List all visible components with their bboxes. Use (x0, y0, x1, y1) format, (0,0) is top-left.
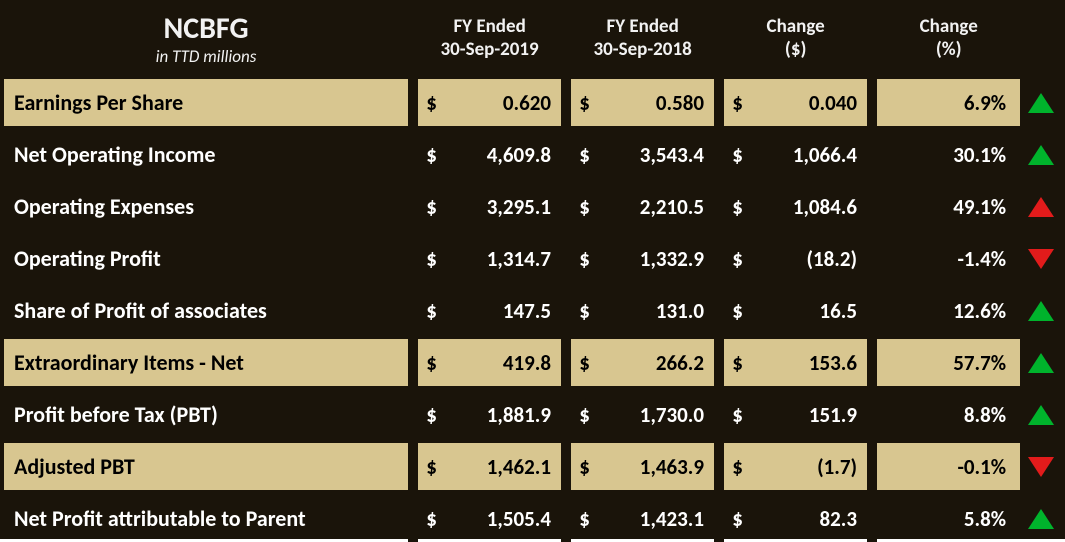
change-dollar-value: $(1.7) (724, 438, 867, 490)
fy2018-value: $0.580 (571, 74, 714, 126)
table-title-cell: NCBFG in TTD millions (4, 4, 408, 74)
change-dollar-value: $82.3 (724, 490, 867, 542)
arrow-up-icon (1028, 197, 1054, 217)
row-label: Net Operating Income (4, 126, 408, 178)
trend-arrow-cell (1020, 438, 1061, 490)
row-label: Extraordinary Items - Net (4, 334, 408, 386)
row-label: Adjusted PBT (4, 438, 408, 490)
arrow-down-icon (1028, 249, 1054, 269)
financial-table-frame: NCBFG in TTD millions FY Ended30-Sep-201… (0, 0, 1065, 539)
trend-arrow-cell (1020, 334, 1061, 386)
row-label: Operating Profit (4, 230, 408, 282)
trend-arrow-cell (1020, 74, 1061, 126)
company-ticker: NCBFG (4, 11, 408, 47)
table-row: Earnings Per Share$0.620$0.580$0.0406.9% (4, 74, 1061, 126)
financial-table: NCBFG in TTD millions FY Ended30-Sep-201… (4, 4, 1061, 542)
table-row: Profit before Tax (PBT)$1,881.9$1,730.0$… (4, 386, 1061, 438)
arrow-up-icon (1028, 93, 1054, 113)
row-label: Profit before Tax (PBT) (4, 386, 408, 438)
row-label: Share of Profit of associates (4, 282, 408, 334)
fy2018-value: $2,210.5 (571, 178, 714, 230)
table-row: Operating Profit$1,314.7$1,332.9$(18.2)-… (4, 230, 1061, 282)
fy2019-value: $147.5 (418, 282, 561, 334)
change-pct-value: 12.6% (877, 282, 1020, 334)
change-dollar-value: $153.6 (724, 334, 867, 386)
table-body: Earnings Per Share$0.620$0.580$0.0406.9%… (4, 74, 1061, 542)
fy2018-value: $266.2 (571, 334, 714, 386)
trend-arrow-cell (1020, 178, 1061, 230)
change-dollar-value: $1,066.4 (724, 126, 867, 178)
table-row: Share of Profit of associates$147.5$131.… (4, 282, 1061, 334)
change-pct-value: 6.9% (877, 74, 1020, 126)
trend-arrow-cell (1020, 126, 1061, 178)
change-pct-value: 57.7% (877, 334, 1020, 386)
change-pct-value: 49.1% (877, 178, 1020, 230)
arrow-up-icon (1028, 353, 1054, 373)
col-header-fy2018: FY Ended30-Sep-2018 (571, 4, 714, 74)
arrow-up-icon (1028, 405, 1054, 425)
fy2018-value: $131.0 (571, 282, 714, 334)
fy2019-value: $1,314.7 (418, 230, 561, 282)
row-label: Operating Expenses (4, 178, 408, 230)
row-label: Net Profit attributable to Parent (4, 490, 408, 542)
fy2018-value: $1,730.0 (571, 386, 714, 438)
fy2018-value: $1,423.1 (571, 490, 714, 542)
units-subtitle: in TTD millions (4, 47, 408, 67)
fy2019-value: $419.8 (418, 334, 561, 386)
fy2019-value: $3,295.1 (418, 178, 561, 230)
trend-arrow-cell (1020, 490, 1061, 542)
change-pct-value: 8.8% (877, 386, 1020, 438)
fy2019-value: $1,881.9 (418, 386, 561, 438)
fy2018-value: $1,463.9 (571, 438, 714, 490)
arrow-up-icon (1028, 301, 1054, 321)
table-header-row: NCBFG in TTD millions FY Ended30-Sep-201… (4, 4, 1061, 74)
fy2019-value: $4,609.8 (418, 126, 561, 178)
table-row: Net Operating Income$4,609.8$3,543.4$1,0… (4, 126, 1061, 178)
change-pct-value: 5.8% (877, 490, 1020, 542)
col-header-fy2019: FY Ended30-Sep-2019 (418, 4, 561, 74)
col-header-change-pct: Change(%) (877, 4, 1020, 74)
table-row: Net Profit attributable to Parent$1,505.… (4, 490, 1061, 542)
change-dollar-value: $(18.2) (724, 230, 867, 282)
change-dollar-value: $151.9 (724, 386, 867, 438)
fy2019-value: $1,505.4 (418, 490, 561, 542)
row-label: Earnings Per Share (4, 74, 408, 126)
trend-arrow-cell (1020, 386, 1061, 438)
table-row: Extraordinary Items - Net$419.8$266.2$15… (4, 334, 1061, 386)
fy2018-value: $1,332.9 (571, 230, 714, 282)
fy2019-value: $0.620 (418, 74, 561, 126)
trend-arrow-cell (1020, 282, 1061, 334)
table-row: Adjusted PBT$1,462.1$1,463.9$(1.7)-0.1% (4, 438, 1061, 490)
trend-arrow-cell (1020, 230, 1061, 282)
arrow-up-icon (1028, 509, 1054, 529)
change-dollar-value: $1,084.6 (724, 178, 867, 230)
arrow-down-icon (1028, 457, 1054, 477)
arrow-up-icon (1028, 145, 1054, 165)
change-dollar-value: $0.040 (724, 74, 867, 126)
change-dollar-value: $16.5 (724, 282, 867, 334)
fy2018-value: $3,543.4 (571, 126, 714, 178)
fy2019-value: $1,462.1 (418, 438, 561, 490)
change-pct-value: 30.1% (877, 126, 1020, 178)
table-row: Operating Expenses$3,295.1$2,210.5$1,084… (4, 178, 1061, 230)
change-pct-value: -0.1% (877, 438, 1020, 490)
change-pct-value: -1.4% (877, 230, 1020, 282)
col-header-change-dollar: Change($) (724, 4, 867, 74)
